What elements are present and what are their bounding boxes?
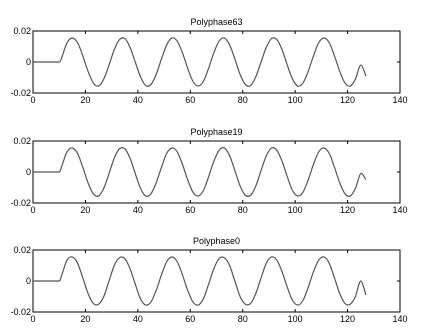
series-line-0 [33,37,367,87]
x-tick-label: 120 [340,314,355,324]
x-tick-label: 100 [288,95,303,105]
x-tick-label: 80 [238,95,248,105]
y-tick-label: 0 [26,167,31,177]
x-tick-label: 0 [30,95,35,105]
plot-title: Polyphase63 [190,17,242,27]
y-tick-label: 0 [26,57,31,67]
x-tick-label: 140 [392,95,407,105]
x-tick-label: 60 [185,314,195,324]
x-tick-label: 140 [392,205,407,215]
y-tick-label: -0.02 [10,307,31,317]
x-tick-label: 120 [340,205,355,215]
y-tick-label: 0.02 [13,26,31,36]
x-tick-label: 0 [30,205,35,215]
plot-title: Polyphase0 [193,236,240,246]
x-tick-label: 120 [340,95,355,105]
x-tick-label: 100 [288,314,303,324]
x-tick-label: 80 [238,314,248,324]
x-tick-label: 20 [80,95,90,105]
x-tick-label: 20 [80,314,90,324]
x-tick-label: 100 [288,205,303,215]
x-tick-label: 60 [185,95,195,105]
x-tick-label: 60 [185,205,195,215]
series-line-0 [33,256,367,306]
x-tick-label: 40 [133,205,143,215]
y-tick-label: -0.02 [10,88,31,98]
series-line-0 [33,146,367,198]
y-tick-label: 0.02 [13,136,31,146]
x-tick-label: 80 [238,205,248,215]
x-tick-label: 40 [133,95,143,105]
x-tick-label: 40 [133,314,143,324]
y-tick-label: -0.02 [10,198,31,208]
y-tick-label: 0.02 [13,245,31,255]
x-tick-label: 0 [30,314,35,324]
plot-title: Polyphase19 [190,127,242,137]
x-tick-label: 20 [80,205,90,215]
x-tick-label: 140 [392,314,407,324]
y-tick-label: 0 [26,276,31,286]
